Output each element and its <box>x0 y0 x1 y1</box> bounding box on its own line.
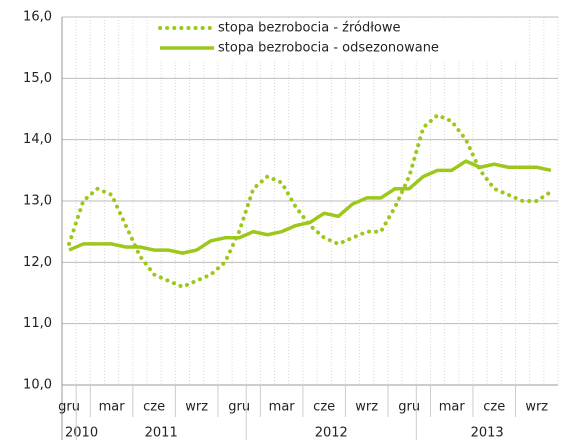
series-line <box>67 113 553 289</box>
legend-label: stopa bezrobocia - źródłowe <box>218 21 401 36</box>
x-tick-label: cze <box>313 400 335 415</box>
x-tick-label: wrz <box>185 400 208 415</box>
legend-label: stopa bezrobocia - odsezonowane <box>218 41 439 56</box>
x-tick-label: gru <box>58 400 80 415</box>
x-tick-label: cze <box>143 400 165 415</box>
x-tick-label: wrz <box>355 400 378 415</box>
y-tick-label: 13,0 <box>23 194 52 209</box>
x-tick-label: mar <box>439 400 466 415</box>
x-tick-label: gru <box>398 400 420 415</box>
x-tick-label: wrz <box>525 400 548 415</box>
y-tick-label: 10,0 <box>23 378 52 393</box>
x-tick-label: cze <box>483 400 505 415</box>
year-label: 2010 <box>65 426 98 441</box>
y-tick-label: 16,0 <box>23 10 52 25</box>
x-tick-label: mar <box>99 400 126 415</box>
year-label: 2011 <box>145 426 178 441</box>
legend-box <box>155 18 527 60</box>
y-tick-label: 11,0 <box>23 316 52 331</box>
series-line <box>68 159 552 255</box>
y-tick-label: 14,0 <box>23 132 52 147</box>
y-tick-label: 12,0 <box>23 255 52 270</box>
year-label: 2012 <box>315 426 348 441</box>
y-tick-label: 15,0 <box>23 71 52 86</box>
year-label: 2013 <box>471 426 504 441</box>
x-tick-label: mar <box>269 400 296 415</box>
x-tick-label: gru <box>228 400 250 415</box>
